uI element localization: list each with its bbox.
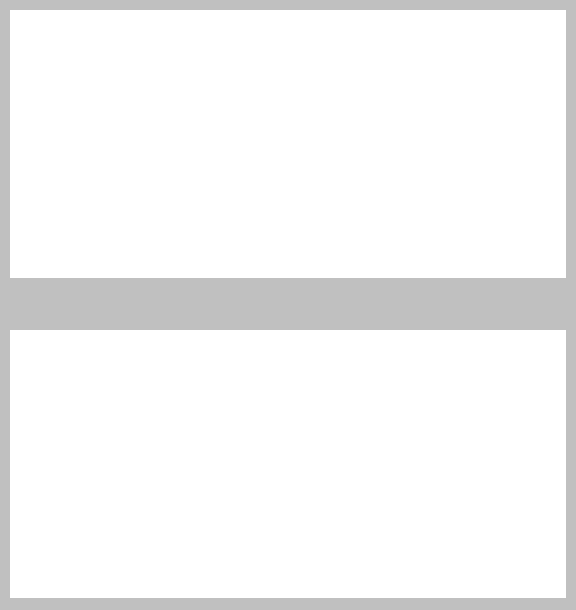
- impulse-response-plot: [10, 330, 566, 598]
- step-response-panel: [10, 10, 566, 278]
- impulse-response-panel: [10, 330, 566, 598]
- step-response-plot: [10, 10, 566, 278]
